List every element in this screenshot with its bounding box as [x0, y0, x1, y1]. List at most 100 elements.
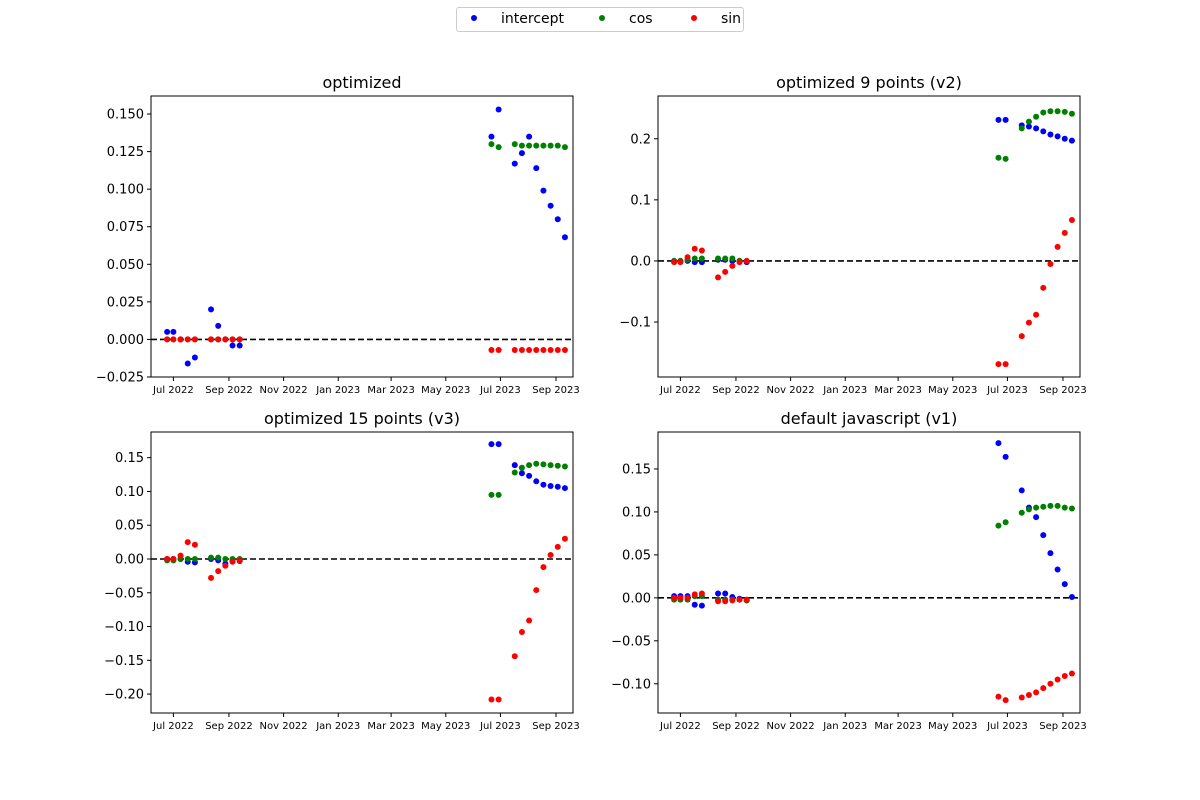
x-tick-label: Nov 2022: [767, 721, 815, 732]
y-tick-label: −0.10: [104, 620, 144, 635]
data-point-intercept: [495, 106, 502, 113]
x-tick-label: Jul 2022: [152, 721, 194, 732]
data-point-sin: [698, 247, 705, 254]
data-point-cos: [995, 522, 1002, 529]
data-point-sin: [236, 557, 243, 564]
data-point-intercept: [1047, 550, 1054, 557]
data-point-sin: [495, 696, 502, 703]
data-point-intercept: [1068, 137, 1075, 144]
data-point-intercept: [1054, 133, 1061, 140]
data-point-cos: [1018, 509, 1025, 516]
data-point-intercept: [1040, 128, 1047, 135]
data-point-cos: [729, 255, 736, 262]
data-point-sin: [518, 628, 525, 635]
series-sin: [671, 590, 1075, 704]
x-tick-label: Sep 2023: [532, 721, 579, 732]
data-point-cos: [561, 463, 568, 470]
data-point-sin: [561, 346, 568, 353]
x-tick-label: Jul 2022: [659, 385, 701, 396]
x-tick-label: Mar 2023: [367, 721, 415, 732]
data-point-intercept: [698, 602, 705, 609]
data-point-intercept: [1002, 116, 1009, 123]
data-point-cos: [488, 141, 495, 148]
data-point-intercept: [215, 322, 222, 329]
data-point-sin: [208, 336, 215, 343]
y-tick-label: −0.1: [619, 316, 651, 331]
data-point-sin: [1002, 361, 1009, 368]
data-point-sin: [184, 539, 191, 546]
subplot-1: optimized −0.025 0.000 0.025 0.050 0.075 0.100…: [96, 73, 580, 396]
data-point-intercept: [495, 441, 502, 448]
data-point-cos: [191, 555, 198, 562]
data-point-cos: [518, 142, 525, 149]
x-tick-label: Sep 2022: [712, 721, 759, 732]
legend-marker-intercept: [471, 15, 477, 21]
data-point-intercept: [1033, 514, 1040, 521]
data-point-intercept: [561, 485, 568, 492]
x-tick-label: Jul 2023: [986, 385, 1028, 396]
data-point-intercept: [1047, 131, 1054, 138]
y-tick-label: −0.15: [104, 654, 144, 669]
data-point-intercept: [561, 234, 568, 241]
data-point-cos: [547, 462, 554, 469]
data-point-intercept: [518, 150, 525, 157]
y-tick-label: 0.15: [115, 451, 144, 466]
data-point-sin: [191, 541, 198, 548]
data-point-sin: [554, 543, 561, 550]
data-point-intercept: [547, 483, 554, 490]
y-tick-label: 0.05: [622, 548, 651, 563]
y-tick-label: 0.150: [107, 108, 144, 123]
data-point-sin: [1054, 676, 1061, 683]
y-tick-label: 0.00: [115, 552, 144, 567]
data-point-sin: [729, 262, 736, 269]
plot-frame: [657, 95, 1081, 378]
data-point-cos: [1033, 113, 1040, 120]
x-tick-label: Jul 2022: [152, 385, 194, 396]
data-point-sin: [722, 268, 729, 275]
subplot-title: default javascript (v1): [781, 409, 958, 428]
data-point-cos: [1018, 125, 1025, 132]
data-point-sin: [547, 346, 554, 353]
data-point-sin: [215, 336, 222, 343]
data-point-cos: [691, 255, 698, 262]
y-tick-label: 0.000: [107, 333, 144, 348]
y-tick-label: 0.0: [630, 254, 651, 269]
data-point-intercept: [1033, 125, 1040, 132]
data-point-sin: [177, 552, 184, 559]
data-point-sin: [526, 617, 533, 624]
data-point-intercept: [518, 470, 525, 477]
data-point-intercept: [995, 116, 1002, 123]
x-tick-label: Sep 2023: [532, 385, 579, 396]
data-point-intercept: [1040, 532, 1047, 539]
data-point-sin: [671, 259, 678, 266]
x-tick-label: May 2023: [928, 385, 977, 396]
data-point-sin: [677, 594, 684, 601]
data-point-sin: [671, 594, 678, 601]
data-point-sin: [164, 555, 171, 562]
data-point-sin: [715, 274, 722, 281]
data-point-cos: [495, 491, 502, 498]
data-point-sin: [743, 596, 750, 603]
data-point-sin: [743, 257, 750, 264]
y-tick-label: −0.05: [104, 586, 144, 601]
data-point-cos: [1061, 504, 1068, 511]
data-point-intercept: [208, 306, 215, 313]
data-point-cos: [1068, 505, 1075, 512]
legend-label-intercept: intercept: [501, 11, 564, 27]
y-tick-label: 0.00: [622, 591, 651, 606]
data-point-sin: [170, 336, 177, 343]
series-cos: [164, 141, 568, 343]
data-point-sin: [1033, 311, 1040, 318]
y-tick-label: 0.025: [107, 295, 144, 310]
y-tick-label: −0.025: [96, 371, 144, 386]
data-point-sin: [533, 346, 540, 353]
data-point-sin: [540, 346, 547, 353]
data-point-cos: [995, 154, 1002, 161]
legend-marker-cos: [599, 15, 605, 21]
data-point-cos: [547, 142, 554, 149]
data-point-sin: [540, 564, 547, 571]
data-point-sin: [170, 555, 177, 562]
data-point-intercept: [691, 601, 698, 608]
y-tick-label: −0.10: [611, 677, 651, 692]
